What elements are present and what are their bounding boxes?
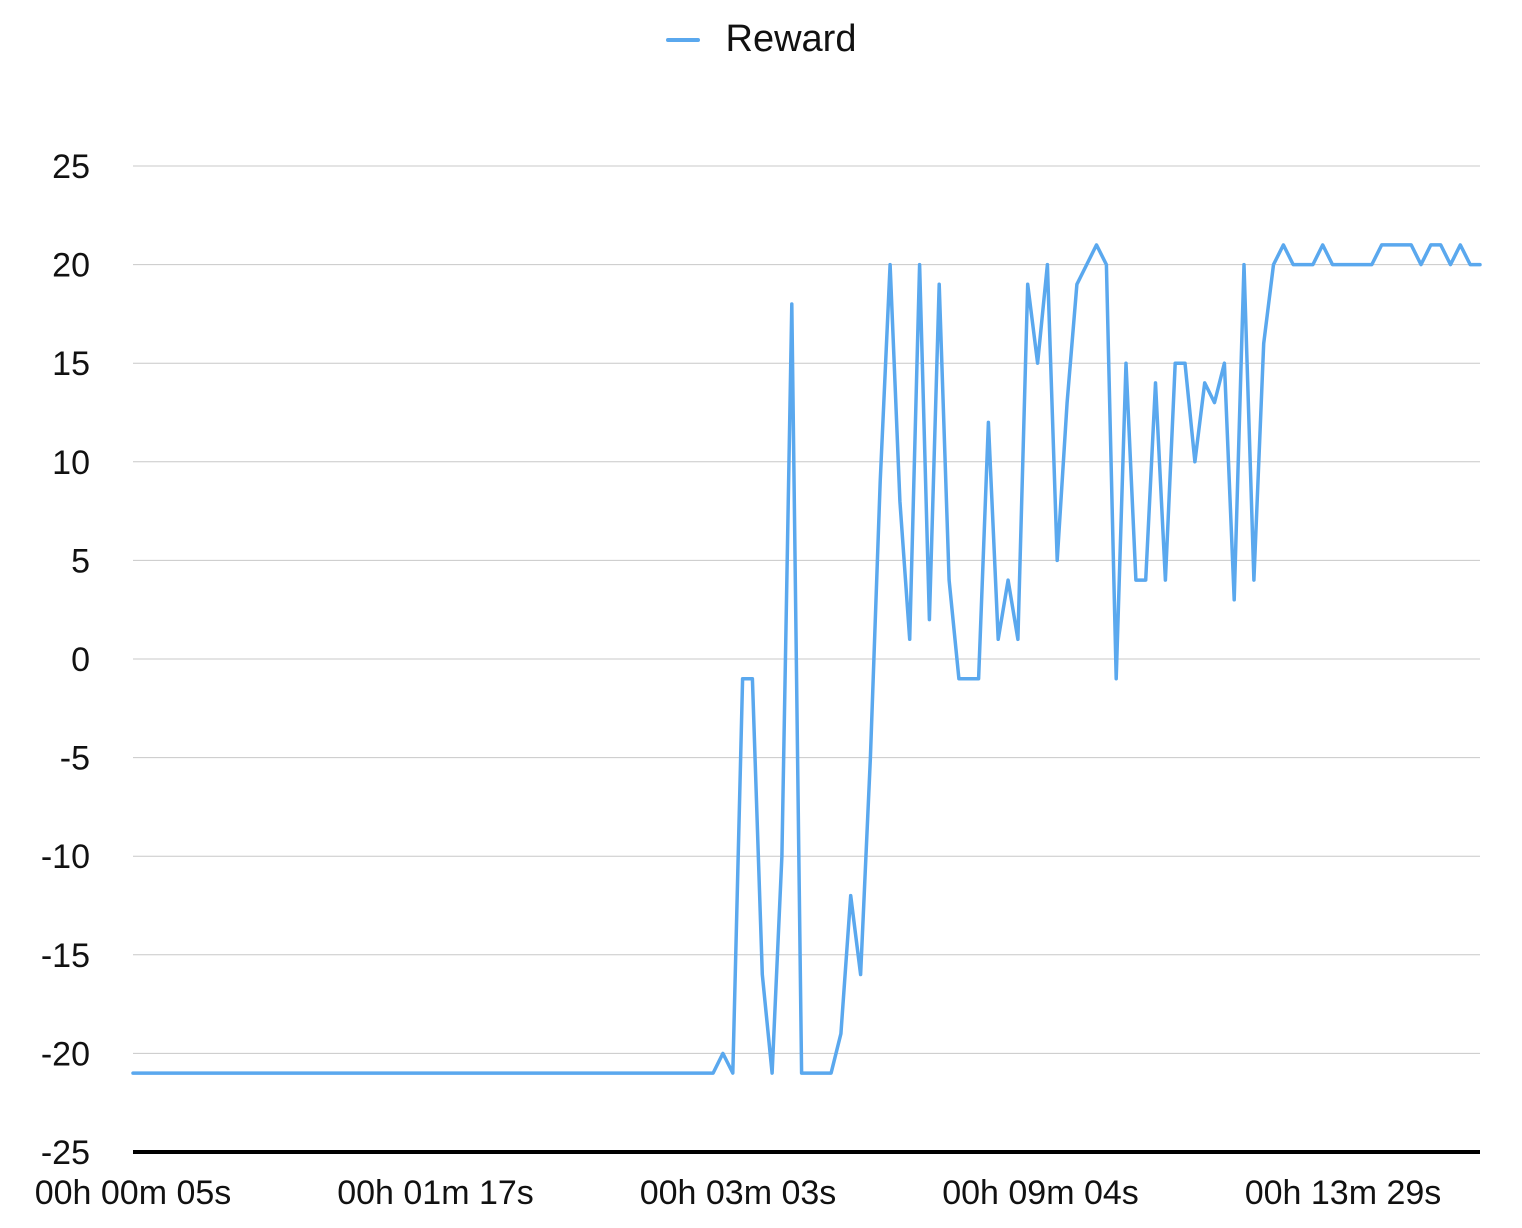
y-tick-label: 0	[71, 641, 90, 679]
legend: Reward	[0, 18, 1522, 61]
x-tick-label: 00h 09m 04s	[942, 1174, 1139, 1212]
legend-label-reward: Reward	[725, 18, 857, 60]
x-tick-label: 00h 00m 05s	[35, 1174, 232, 1212]
y-tick-label: -5	[60, 740, 90, 778]
y-tick-label: 10	[52, 444, 90, 482]
x-tick-label: 00h 03m 03s	[640, 1174, 837, 1212]
y-tick-label: -10	[41, 838, 90, 876]
y-tick-label: 20	[52, 247, 90, 285]
y-tick-label: 15	[52, 345, 90, 383]
legend-swatch-reward	[665, 37, 700, 42]
y-tick-label: 5	[71, 542, 90, 580]
x-tick-label: 00h 13m 29s	[1245, 1174, 1442, 1212]
y-tick-label: -25	[41, 1134, 90, 1172]
y-tick-label: 25	[52, 148, 90, 186]
series-line-reward	[131, 243, 1482, 1075]
y-tick-label: -20	[41, 1035, 90, 1073]
y-tick-label: -15	[41, 937, 90, 975]
x-tick-label: 00h 01m 17s	[337, 1174, 534, 1212]
